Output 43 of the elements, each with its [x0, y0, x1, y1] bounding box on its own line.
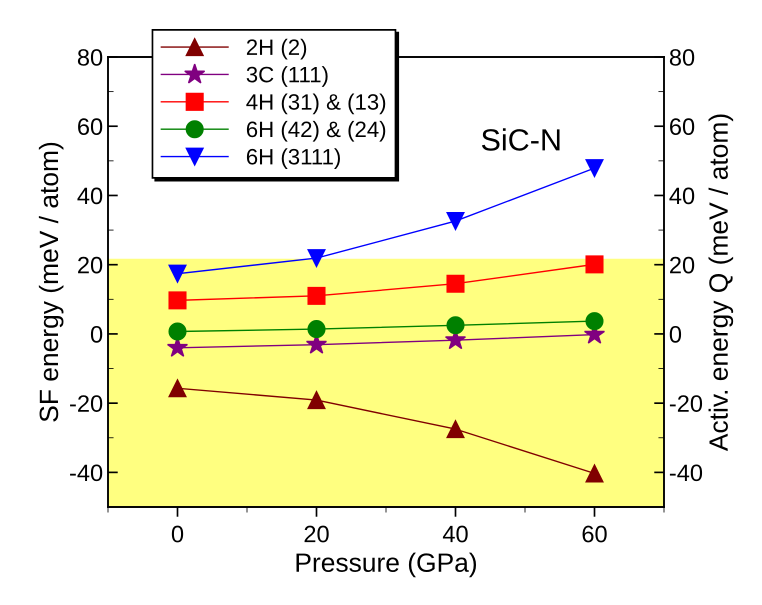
point	[307, 391, 326, 410]
point	[307, 249, 326, 268]
y2-tick-label: -40	[670, 464, 702, 482]
point	[307, 286, 326, 305]
y-tick-label: -40	[70, 464, 102, 482]
y-tick-label: 80	[78, 49, 102, 66]
point	[168, 379, 187, 398]
point	[585, 159, 604, 178]
y2-tick-label: 40	[669, 188, 694, 204]
point	[446, 274, 465, 293]
point	[446, 420, 465, 438]
y-tick-label: 60	[78, 118, 102, 136]
x-tick-label: 40	[442, 526, 468, 542]
y-axis-title: SF energy (meV / atom)	[38, 142, 64, 422]
point	[446, 212, 465, 230]
point	[585, 464, 604, 482]
y-tick-label: -20	[70, 395, 102, 412]
annotation: SiC-N	[482, 128, 560, 151]
point	[168, 322, 187, 341]
y2-axis-title: Activ. energy Q (meV / atom)	[708, 114, 734, 452]
y2-tick-label: 60	[670, 118, 694, 136]
legend-label: 3C (111)	[246, 66, 328, 87]
point	[585, 255, 604, 274]
y2-tick-label: 80	[670, 49, 694, 66]
point	[307, 320, 326, 338]
y-tick-label: 20	[78, 256, 102, 274]
y2-tick-label: 0	[670, 326, 682, 343]
y-tick-label: 0	[90, 326, 102, 343]
y-tick-label: 40	[77, 188, 102, 204]
x-axis-title: Pressure (GPa)	[296, 552, 476, 578]
x-tick-label: 0	[172, 526, 184, 542]
x-tick-label: 20	[304, 526, 329, 542]
point	[446, 316, 465, 334]
legend-label: 6H (3111)	[246, 148, 340, 169]
point	[168, 291, 187, 310]
y2-tick-label: 20	[670, 256, 694, 274]
point	[585, 312, 604, 330]
legend-label: 2H (2)	[246, 38, 306, 60]
x-tick-label: 60	[582, 526, 607, 542]
point	[168, 264, 187, 283]
legend-label: 6H (42) & (24)	[246, 120, 386, 142]
y2-tick-label: -20	[670, 395, 702, 412]
legend-label: 4H (31) & (13)	[246, 94, 386, 114]
